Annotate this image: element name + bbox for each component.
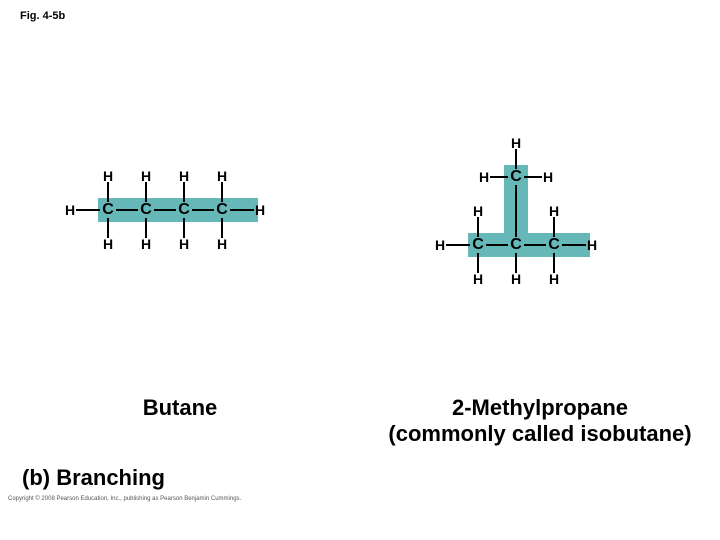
- hydrogen-atom: H: [479, 169, 489, 185]
- hydrogen-atom: H: [473, 203, 483, 219]
- bond: [515, 253, 517, 273]
- carbon-atom: C: [178, 201, 190, 219]
- hydrogen-atom: H: [179, 168, 189, 184]
- hydrogen-atom: H: [65, 202, 75, 218]
- hydrogen-atom: H: [217, 168, 227, 184]
- bond: [221, 182, 223, 202]
- bond: [446, 244, 470, 246]
- carbon-atom: C: [472, 236, 484, 254]
- hydrogen-atom: H: [141, 236, 151, 252]
- bond: [145, 182, 147, 202]
- bond: [107, 218, 109, 238]
- bond: [221, 218, 223, 238]
- carbon-atom: C: [140, 201, 152, 219]
- hydrogen-atom: H: [543, 169, 553, 185]
- hydrogen-atom: H: [103, 236, 113, 252]
- copyright-text: Copyright © 2008 Pearson Education, Inc.…: [8, 496, 241, 502]
- bond: [107, 182, 109, 202]
- hydrogen-atom: H: [255, 202, 265, 218]
- hydrogen-atom: H: [141, 168, 151, 184]
- carbon-atom: C: [510, 236, 522, 254]
- carbon-atom: C: [102, 201, 114, 219]
- hydrogen-atom: H: [587, 237, 597, 253]
- bond: [230, 209, 254, 211]
- carbon-atom: C: [510, 168, 522, 186]
- carbon-atom: C: [216, 201, 228, 219]
- bond: [154, 209, 176, 211]
- bond: [76, 209, 100, 211]
- hydrogen-atom: H: [435, 237, 445, 253]
- bond: [477, 253, 479, 273]
- bond: [192, 209, 214, 211]
- bond: [486, 244, 508, 246]
- bond: [553, 253, 555, 273]
- hydrogen-atom: H: [549, 271, 559, 287]
- bond: [553, 217, 555, 237]
- bond: [477, 217, 479, 237]
- hydrogen-atom: H: [511, 135, 521, 151]
- isobutane-label-line2: (commonly called isobutane): [388, 421, 691, 446]
- isobutane-label-line1: 2-Methylpropane: [452, 395, 628, 420]
- hydrogen-atom: H: [549, 203, 559, 219]
- bond: [515, 149, 517, 169]
- carbon-atom: C: [548, 236, 560, 254]
- hydrogen-atom: H: [103, 168, 113, 184]
- bond: [490, 176, 508, 178]
- isobutane-label: 2-Methylpropane (commonly called isobuta…: [370, 395, 710, 447]
- bond: [515, 185, 517, 237]
- hydrogen-atom: H: [217, 236, 227, 252]
- hydrogen-atom: H: [473, 271, 483, 287]
- bond: [145, 218, 147, 238]
- diagram-area: HCCCCHHHHHHHHH HCCCHHHHHHCHHH: [0, 140, 720, 400]
- butane-label: Butane: [60, 395, 300, 421]
- bond: [524, 244, 546, 246]
- bond: [562, 244, 586, 246]
- bond: [524, 176, 542, 178]
- section-label: (b) Branching: [22, 465, 165, 491]
- hydrogen-atom: H: [179, 236, 189, 252]
- bond: [183, 218, 185, 238]
- bond: [183, 182, 185, 202]
- hydrogen-atom: H: [511, 271, 521, 287]
- bond: [116, 209, 138, 211]
- figure-label: Fig. 4-5b: [20, 10, 65, 22]
